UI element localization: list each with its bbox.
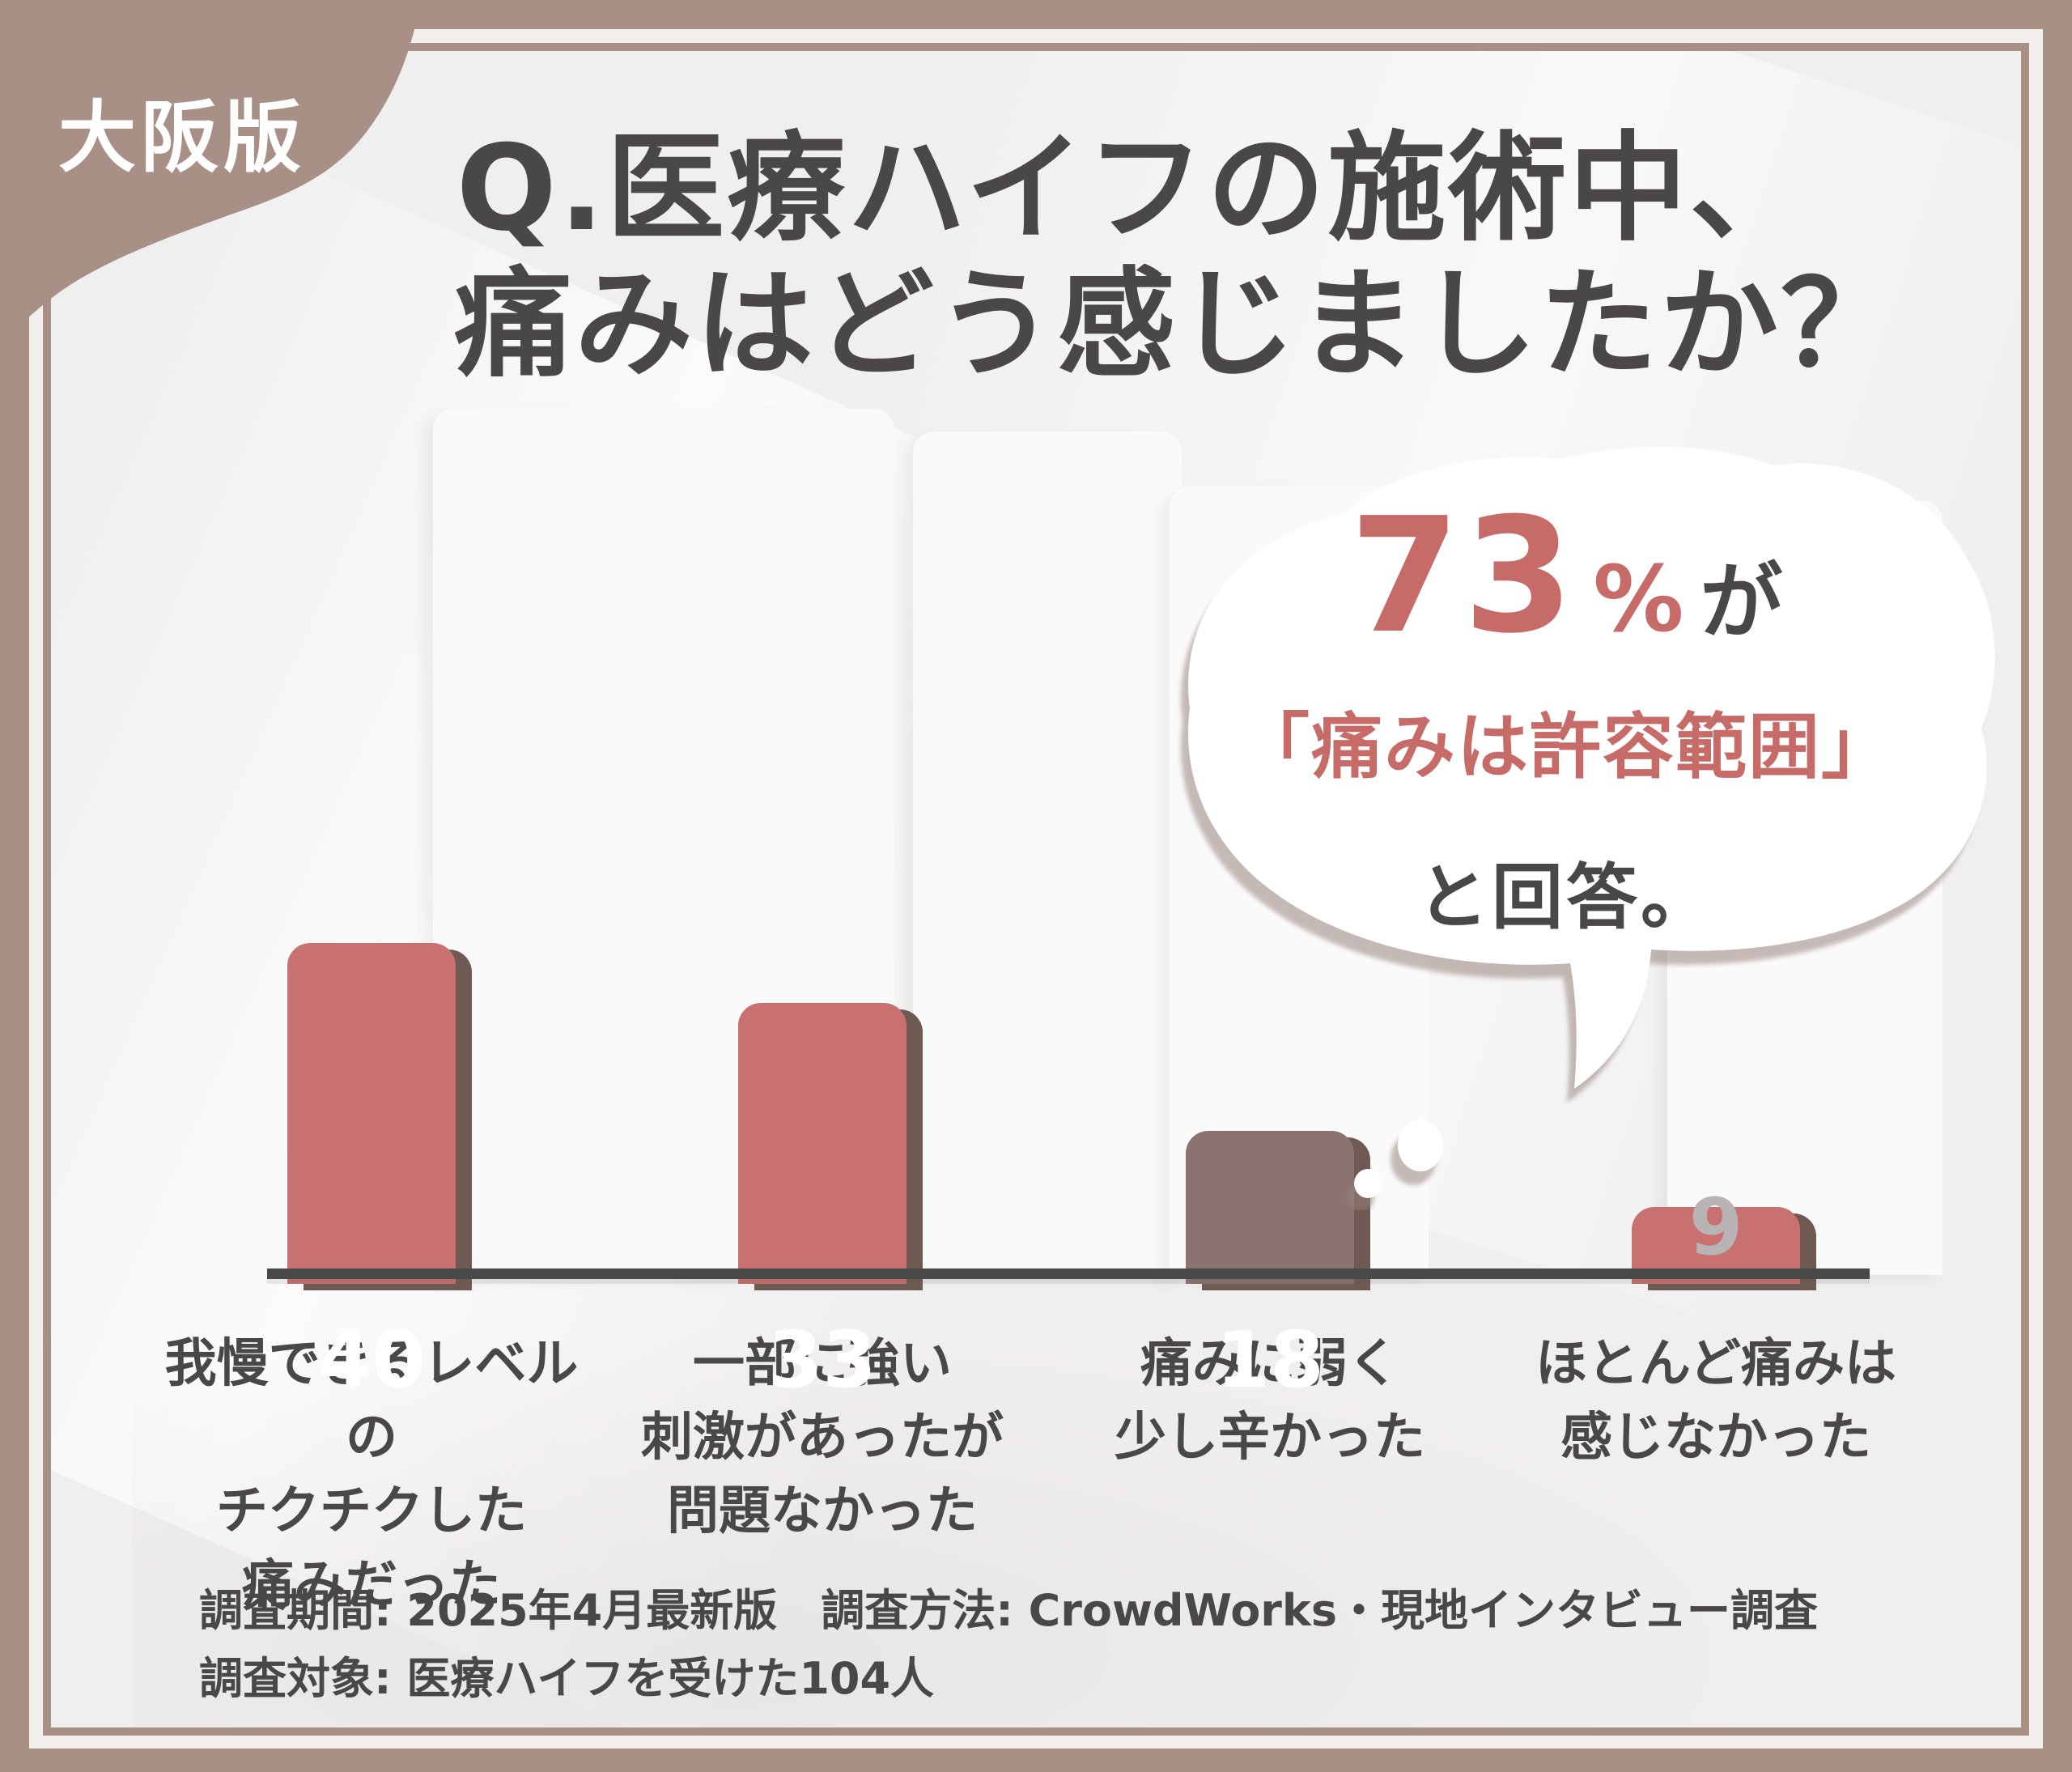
callout-quote: 「痛みは許容範囲」	[1238, 705, 1894, 788]
callout-suffix: が	[1700, 555, 1783, 651]
bar	[1186, 1131, 1354, 1284]
title-line-2: 痛みはどう感じましたか？	[454, 255, 1901, 393]
bar	[738, 1003, 906, 1284]
callout-headline: 73 % が	[1182, 484, 1951, 669]
callout-answer: と回答。	[1416, 856, 1715, 939]
category-label: 痛みに弱く 少し辛かった	[1115, 1334, 1425, 1468]
survey-note-line-1: 調査期間: 2025年4月最新版 調査方法: CrowdWorks・現地インタビ…	[199, 1585, 1818, 1636]
category-label: 一部に強い 刺激があったが 問題なかった	[641, 1334, 1004, 1541]
edition-badge: 大阪版	[58, 92, 306, 183]
title-line-1: Q.医療ハイフの施術中、	[456, 120, 1811, 257]
survey-notes: 調査期間: 2025年4月最新版 調査方法: CrowdWorks・現地インタビ…	[199, 1577, 1818, 1712]
bar-value: 18	[1216, 1315, 1324, 1405]
bar-track-background	[913, 431, 1182, 1275]
bar-value: 40	[317, 1315, 426, 1405]
page-title: Q.医療ハイフの施術中、 痛みはどう感じましたか？	[267, 121, 1999, 393]
category-label: ほとんど痛みは 感じなかった	[1535, 1334, 1897, 1468]
bar-value: 33	[768, 1315, 877, 1405]
percent-sign: %	[1593, 547, 1684, 652]
x-axis-line	[267, 1268, 1870, 1279]
bar	[287, 943, 456, 1284]
category-label: 我慢できるレベルの チクチクした 痛みだった	[164, 1334, 579, 1615]
callout-percentage: 73	[1349, 484, 1577, 669]
survey-note-line-2: 調査対象: 医療ハイフを受けた104人	[199, 1652, 935, 1704]
